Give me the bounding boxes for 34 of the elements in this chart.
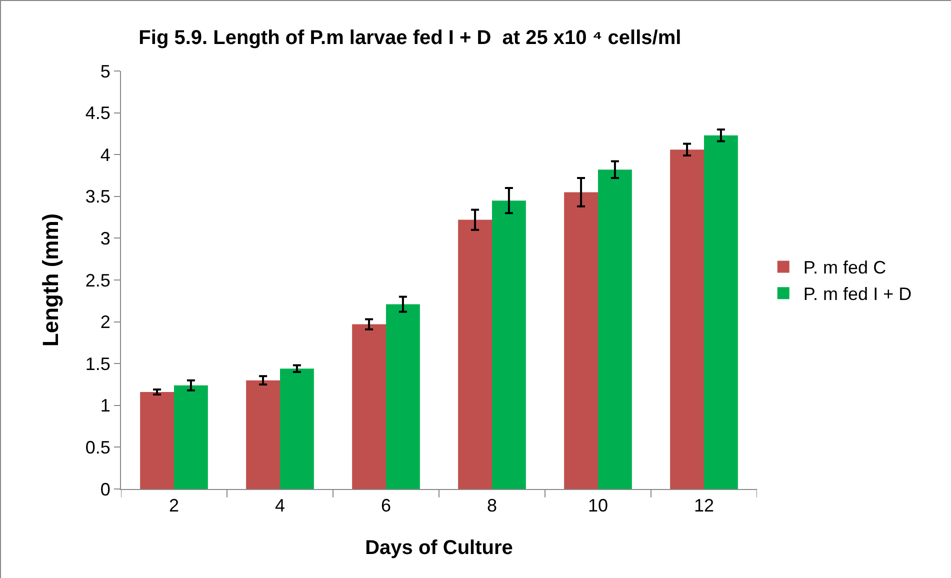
y-tick-label: 1 [100,396,110,416]
y-tick-label: 2.5 [85,270,110,290]
y-tick-label: 5 [100,61,110,82]
y-tick-label: 1.5 [85,354,110,374]
bar [458,220,492,489]
bar [704,135,738,489]
x-axis-title: Days of Culture [365,537,513,560]
bar [492,200,526,489]
chart-title: Fig 5.9. Length of P.m larvae fed I + D at 25 x10 ⁴ cells/ml [138,26,682,49]
y-tick-label: 0 [100,479,110,500]
bar [352,324,386,489]
bar [246,380,280,489]
y-tick-label: 4.5 [85,103,110,124]
x-tick-label: 8 [486,496,498,516]
y-tick-label: 0.5 [85,438,110,458]
x-tick-label: 6 [380,496,392,516]
y-tick-label: 4 [100,144,110,165]
legend-label: P. m fed C [803,258,886,278]
x-tick-label: 12 [694,496,714,516]
bar [140,392,174,489]
x-tick-label: 2 [168,496,180,516]
y-tick-label: 3.5 [85,186,110,207]
x-tick-label: 4 [274,496,286,516]
bar [670,150,704,489]
legend-label: P. m fed I + D [803,284,912,304]
bar [174,385,208,489]
y-tick-label: 2 [100,312,110,332]
bar [386,304,420,489]
y-tick-label: 3 [100,228,110,248]
bar [564,192,598,489]
y-axis-title: Length (mm) [38,213,64,347]
bar [280,368,314,489]
x-tick-label: 10 [588,496,608,516]
bar [598,170,632,489]
